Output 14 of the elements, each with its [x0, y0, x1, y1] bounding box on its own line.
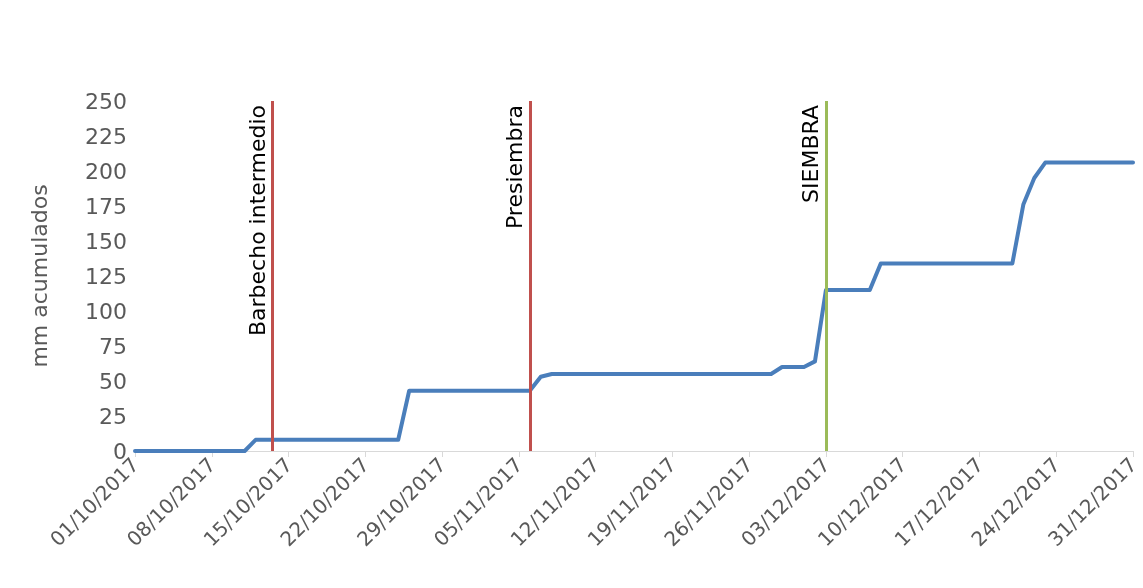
y-tick-label: 250 [85, 88, 127, 114]
y-tick-label: 225 [85, 123, 127, 149]
ref-line-label: SIEMBRA [798, 105, 824, 203]
y-tick-label: 25 [99, 403, 127, 429]
ref-line-label: Presiembra [502, 105, 528, 230]
y-tick-label: 100 [85, 298, 127, 324]
y-tick-label: 75 [99, 333, 127, 359]
y-tick-label: 150 [85, 228, 127, 254]
y-tick-label: 125 [85, 263, 127, 289]
y-tick-label: 200 [85, 158, 127, 184]
y-tick-label: 175 [85, 193, 127, 219]
y-tick-label: 50 [99, 368, 127, 394]
ref-line-label: Barbecho intermedio [244, 105, 270, 336]
y-axis-title: mm acumulados [26, 184, 52, 368]
